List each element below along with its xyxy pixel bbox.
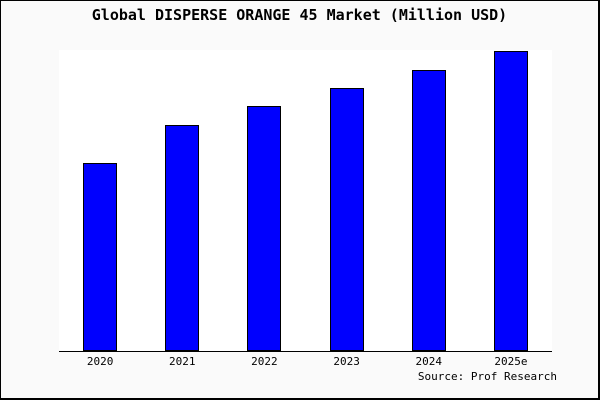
x-axis-label-2024: 2024 bbox=[415, 355, 443, 368]
source-text: Source: Prof Research bbox=[417, 370, 557, 383]
bar-2025e bbox=[493, 51, 528, 351]
x-axis-label-2020: 2020 bbox=[86, 355, 114, 368]
bar-2020 bbox=[83, 162, 118, 351]
bar-2024 bbox=[411, 69, 446, 351]
bar-2021 bbox=[165, 125, 200, 351]
plot-area bbox=[59, 50, 552, 352]
chart-title: Global DISPERSE ORANGE 45 Market (Millio… bbox=[91, 6, 508, 24]
bar-2022 bbox=[247, 106, 282, 351]
x-axis-label-2022: 2022 bbox=[251, 355, 278, 368]
x-axis-label-2025e: 2025e bbox=[494, 355, 528, 368]
bar-2023 bbox=[329, 88, 364, 351]
x-axis-labels: 2020 2021 2022 2023 2024 2025e bbox=[59, 355, 552, 368]
x-axis-label-2023: 2023 bbox=[333, 355, 360, 368]
x-axis-label-2021: 2021 bbox=[169, 355, 196, 368]
